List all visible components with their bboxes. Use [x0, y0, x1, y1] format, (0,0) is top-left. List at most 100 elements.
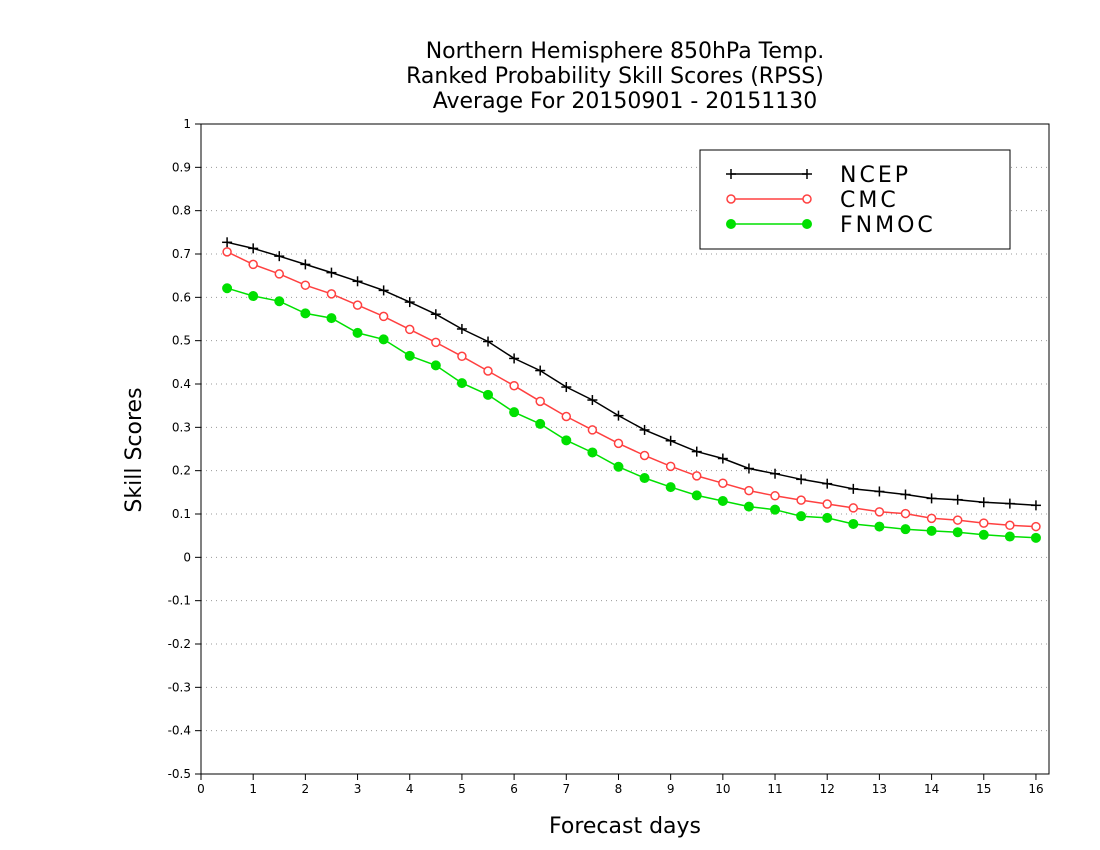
- data-point-cmc: [300, 280, 311, 290]
- x-tick-label: 8: [615, 782, 623, 796]
- data-point-fnmoc: [822, 512, 833, 523]
- data-point-cmc: [692, 471, 702, 481]
- legend-label-cmc: CMC: [840, 188, 899, 213]
- data-point-cmc: [352, 300, 363, 310]
- data-point-ncep: [1030, 500, 1041, 511]
- data-point-ncep: [796, 474, 807, 485]
- data-point-fnmoc: [561, 435, 572, 446]
- data-point-ncep: [952, 494, 963, 505]
- data-point-ncep: [404, 297, 415, 308]
- legend-label-fnmoc: FNMOC: [840, 213, 936, 238]
- data-point-cmc: [1031, 521, 1041, 532]
- data-point-fnmoc: [456, 378, 467, 389]
- legend-item-ncep: NCEP: [726, 163, 911, 188]
- data-point-cmc: [483, 366, 493, 376]
- y-tick-label: 0.7: [172, 247, 191, 261]
- data-point-ncep: [978, 497, 989, 508]
- data-point-fnmoc: [326, 313, 337, 324]
- data-point-fnmoc: [770, 504, 781, 515]
- data-point-cmc: [952, 515, 963, 525]
- x-tick-label: 1: [249, 782, 257, 796]
- data-point-cmc: [718, 478, 728, 488]
- data-point-fnmoc: [717, 496, 728, 506]
- data-point-cmc: [561, 411, 572, 422]
- legend-marker-end-fnmoc: [802, 219, 812, 229]
- data-point-fnmoc: [691, 490, 702, 501]
- data-point-ncep: [430, 309, 441, 320]
- data-point-fnmoc: [1004, 531, 1015, 542]
- data-point-fnmoc: [848, 518, 859, 529]
- data-point-ncep: [900, 489, 911, 500]
- y-tick-label: -0.5: [168, 767, 191, 781]
- chart-title-line-3: Average For 20150901 - 20151130: [433, 89, 818, 114]
- data-point-cmc: [665, 461, 676, 472]
- data-point-cmc: [900, 508, 911, 519]
- y-tick-label: 0.6: [172, 290, 191, 304]
- y-tick-label: 0.9: [172, 160, 191, 174]
- data-point-cmc: [926, 513, 937, 524]
- data-point-ncep: [691, 446, 702, 457]
- data-point-ncep: [639, 424, 650, 435]
- data-point-cmc: [274, 269, 285, 279]
- y-tick-label: 0.5: [172, 334, 191, 348]
- data-point-cmc: [874, 507, 885, 517]
- data-point-ncep: [248, 243, 259, 254]
- series-fnmoc: [222, 283, 1041, 543]
- x-tick-label: 5: [458, 782, 466, 796]
- x-axis-ticks: 0 1 2 3 4 5 6 7 8 9 10 11 12 13 14 15 16: [197, 774, 1044, 796]
- data-point-fnmoc: [900, 524, 911, 535]
- legend-marker-start-fnmoc: [726, 219, 736, 229]
- data-point-fnmoc: [743, 501, 754, 512]
- x-tick-label: 4: [406, 782, 414, 796]
- data-point-fnmoc: [926, 525, 937, 536]
- legend-marker-end-ncep: [802, 169, 812, 179]
- data-point-ncep: [874, 486, 885, 497]
- data-point-fnmoc: [509, 407, 520, 418]
- x-tick-label: 2: [302, 782, 310, 796]
- data-point-ncep: [561, 382, 572, 393]
- data-point-ncep: [378, 285, 389, 296]
- data-point-ncep: [848, 483, 859, 494]
- data-point-fnmoc: [378, 334, 389, 345]
- data-point-cmc: [1005, 520, 1015, 531]
- data-point-ncep: [770, 468, 781, 479]
- x-axis-label: Forecast days: [549, 814, 701, 839]
- y-tick-label: -0.1: [168, 594, 191, 608]
- legend-marker-start-cmc: [726, 194, 736, 204]
- data-point-cmc: [770, 491, 780, 501]
- data-point-ncep: [300, 259, 311, 270]
- plot-frame: [200, 123, 1050, 775]
- data-point-ncep: [665, 435, 676, 446]
- y-tick-label: 1: [183, 117, 191, 131]
- data-point-cmc: [431, 337, 441, 348]
- data-point-cmc: [848, 503, 859, 513]
- data-point-ncep: [509, 353, 520, 364]
- data-point-cmc: [587, 425, 598, 435]
- data-point-fnmoc: [352, 327, 363, 338]
- data-point-cmc: [509, 380, 519, 391]
- data-point-fnmoc: [222, 283, 233, 294]
- y-axis-ticks: -0.5 -0.4 -0.3 -0.2 -0.1 0 0.1 0.2 0.3 0.4 0.5 0.6 0…: [168, 117, 201, 781]
- data-point-fnmoc: [796, 511, 807, 522]
- series-ncep: [222, 237, 1041, 511]
- data-point-ncep: [926, 493, 937, 504]
- data-point-cmc: [796, 495, 806, 505]
- x-tick-label: 13: [872, 782, 887, 796]
- data-point-cmc: [222, 247, 232, 257]
- x-tick-label: 16: [1028, 782, 1043, 796]
- data-point-ncep: [352, 276, 363, 287]
- legend-label-ncep: NCEP: [840, 163, 911, 188]
- data-point-cmc: [822, 499, 832, 509]
- data-point-cmc: [979, 518, 989, 528]
- data-point-fnmoc: [1030, 532, 1041, 543]
- data-point-cmc: [404, 324, 415, 335]
- data-point-fnmoc: [274, 296, 285, 307]
- data-point-fnmoc: [874, 521, 885, 532]
- y-tick-label: 0.1: [172, 507, 191, 521]
- data-point-fnmoc: [952, 527, 963, 538]
- data-point-ncep: [587, 395, 598, 406]
- x-tick-label: 10: [715, 782, 730, 796]
- data-point-ncep: [222, 237, 233, 248]
